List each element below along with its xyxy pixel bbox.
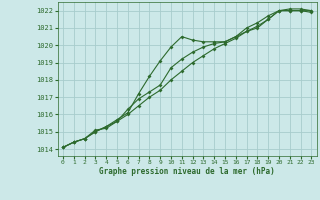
X-axis label: Graphe pression niveau de la mer (hPa): Graphe pression niveau de la mer (hPa) — [99, 167, 275, 176]
